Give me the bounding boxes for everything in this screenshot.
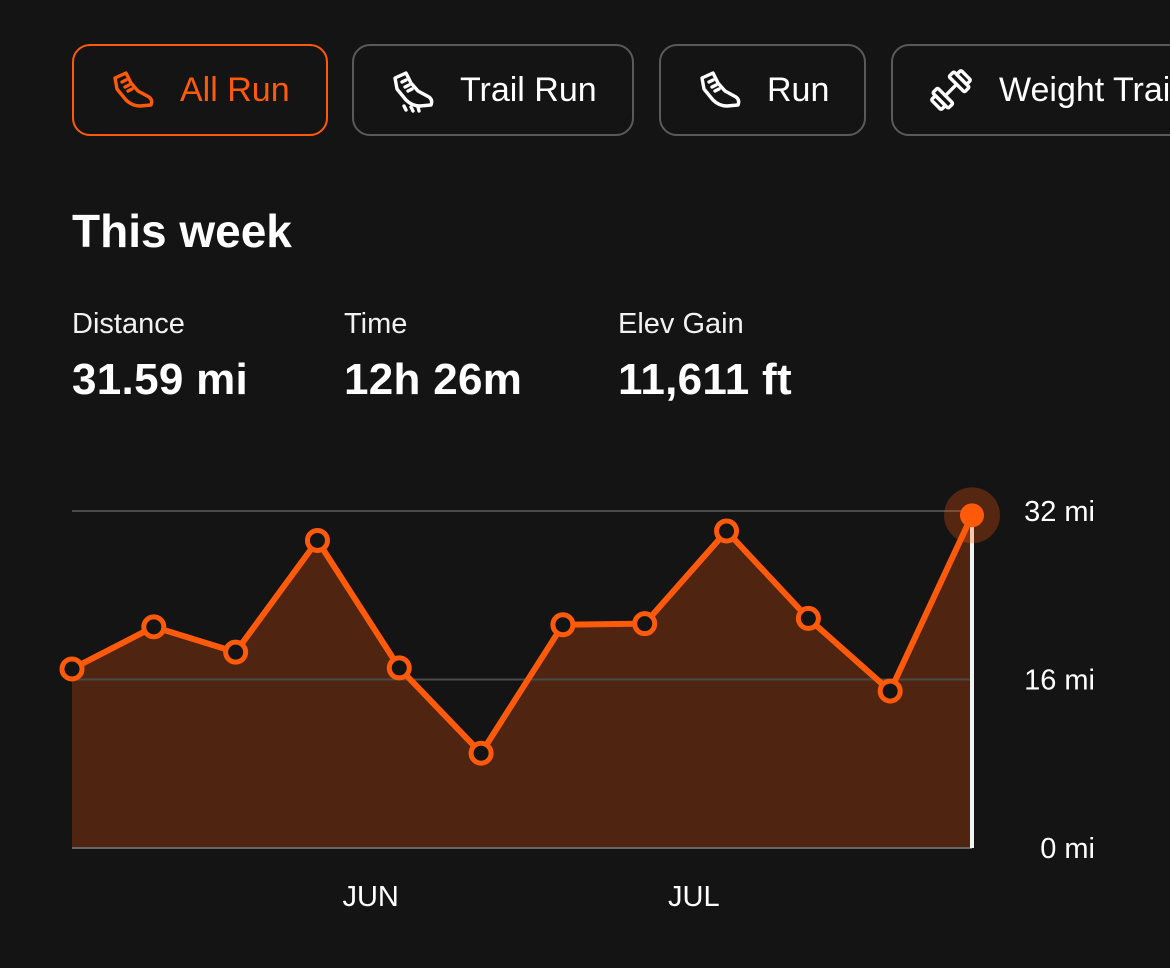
stat-distance-label: Distance bbox=[72, 308, 185, 340]
selected-data-point bbox=[960, 503, 984, 528]
stat-elev-gain: Elev Gain 11,611 ft bbox=[618, 308, 792, 405]
stat-elev-gain-label: Elev Gain bbox=[618, 308, 744, 340]
data-point bbox=[468, 740, 494, 766]
filter-trail-run-button[interactable]: Trail Run bbox=[352, 44, 634, 136]
filter-weight-training-button[interactable]: Weight Training bbox=[891, 44, 1170, 136]
section-title: This week bbox=[72, 205, 292, 257]
shoe-icon bbox=[106, 64, 158, 116]
filter-all-run-button[interactable]: All Run bbox=[72, 44, 328, 136]
x-axis-tick-label: JUN bbox=[342, 881, 398, 913]
y-axis-tick-label: 32 mi bbox=[1024, 496, 1095, 528]
activity-filter-bar: All Run Trail Run Run bbox=[72, 44, 1170, 140]
data-point bbox=[59, 656, 85, 682]
data-point bbox=[223, 639, 249, 665]
stat-time-value: 12h 26m bbox=[344, 355, 523, 404]
chart-area-fill bbox=[72, 515, 972, 848]
data-point bbox=[550, 612, 576, 638]
data-point bbox=[386, 655, 412, 681]
stat-distance-value: 31.59 mi bbox=[72, 355, 249, 404]
data-point bbox=[632, 611, 658, 637]
data-point bbox=[714, 518, 740, 544]
trail-shoe-icon bbox=[386, 64, 438, 116]
data-point bbox=[141, 614, 167, 640]
x-axis-tick-label: JUL bbox=[668, 881, 720, 913]
filter-all-run-label: All Run bbox=[180, 70, 290, 109]
filter-run-label: Run bbox=[767, 70, 830, 109]
stat-elev-gain-value: 11,611 ft bbox=[618, 355, 792, 404]
filter-weight-training-label: Weight Training bbox=[999, 70, 1170, 109]
filter-run-button[interactable]: Run bbox=[659, 44, 866, 136]
stat-time-label: Time bbox=[344, 308, 408, 340]
data-point bbox=[304, 527, 330, 553]
weekly-distance-chart[interactable]: 32 mi 16 mi 0 mi JUN JUL bbox=[0, 460, 1170, 930]
dumbbell-icon bbox=[925, 64, 977, 116]
stat-distance: Distance 31.59 mi bbox=[72, 308, 248, 405]
y-axis-tick-label: 16 mi bbox=[1024, 665, 1095, 697]
stat-time: Time 12h 26m bbox=[344, 308, 522, 405]
data-point bbox=[877, 678, 903, 704]
data-point bbox=[795, 605, 821, 631]
shoe-icon bbox=[693, 64, 745, 116]
filter-trail-run-label: Trail Run bbox=[460, 70, 597, 109]
y-axis-tick-label: 0 mi bbox=[1040, 833, 1095, 865]
chart-series-line bbox=[69, 512, 975, 757]
